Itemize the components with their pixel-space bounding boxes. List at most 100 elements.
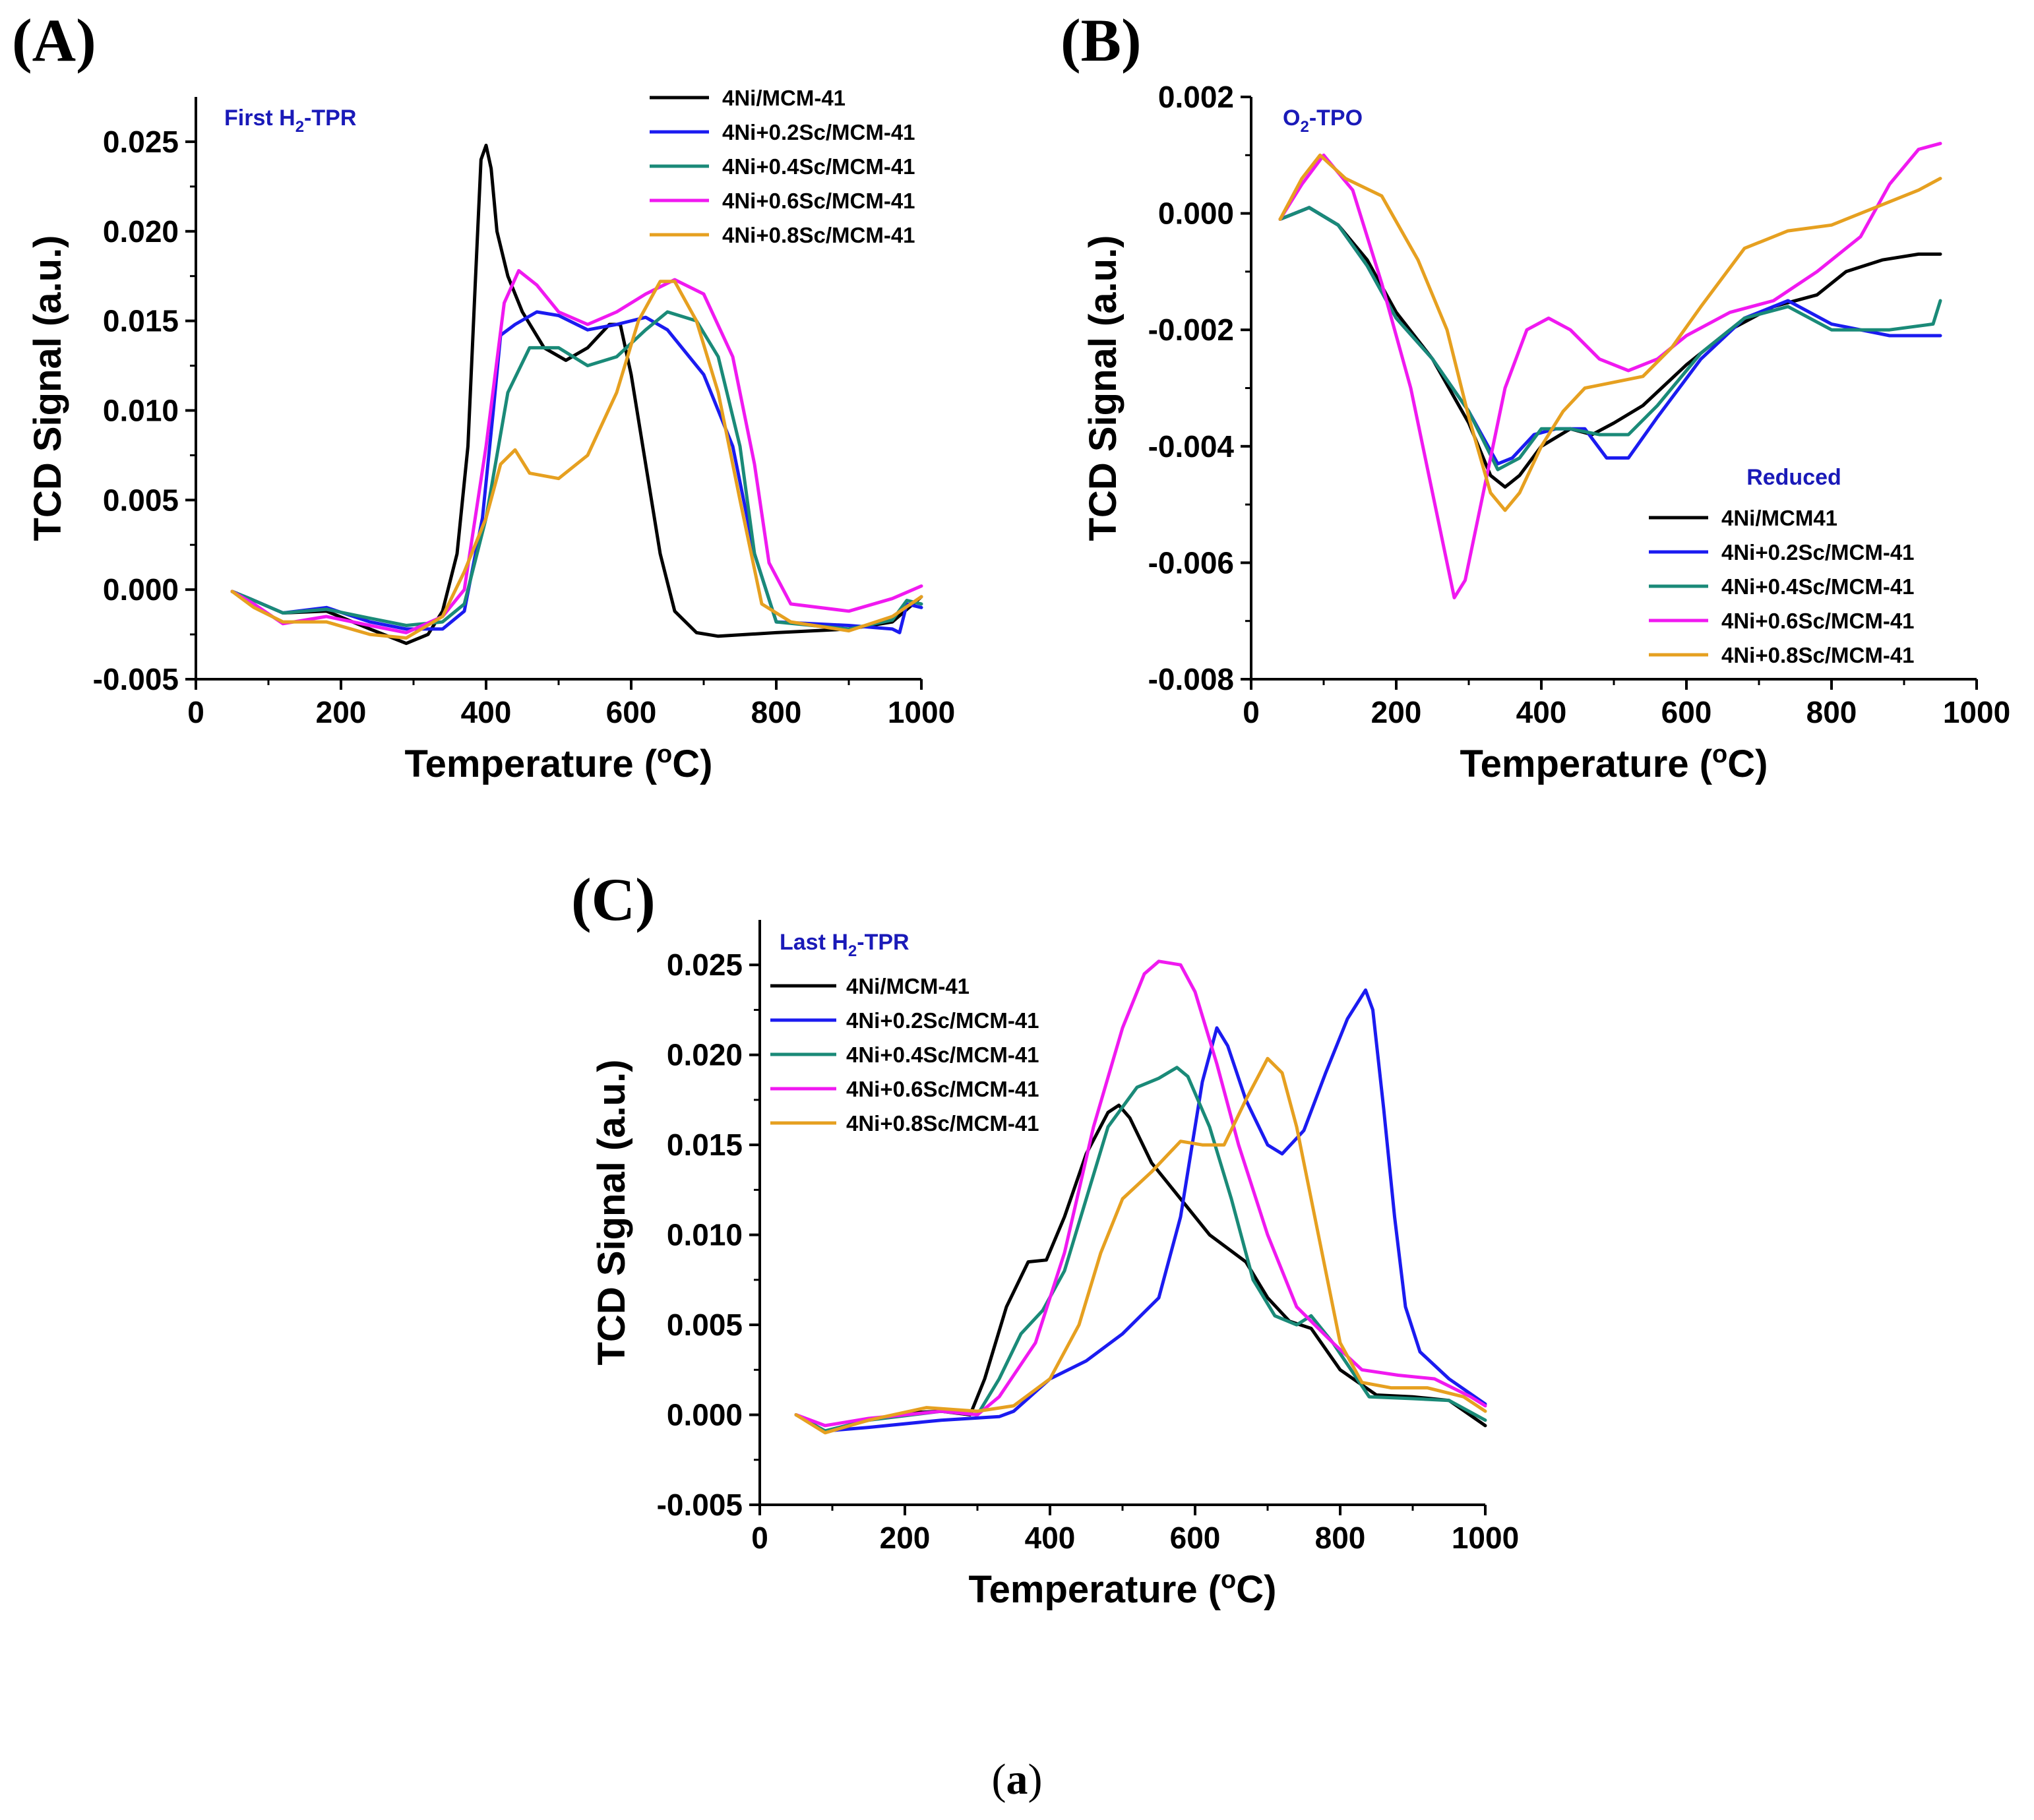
series-line-4ni-0-8sc-mcm-41 [230, 280, 923, 640]
series-group [230, 143, 923, 646]
annotation-text: Last H [780, 930, 848, 955]
x-tick-label: 1000 [1452, 1521, 1519, 1555]
series-line-4ni-0-6sc-mcm-41 [794, 959, 1487, 1428]
x-tick-label: 800 [1806, 695, 1857, 729]
x-axis-title-unit: C) [1236, 1568, 1276, 1611]
y-tick-label: 0.002 [1158, 80, 1234, 114]
legend-label: 4Ni+0.2Sc/MCM-41 [722, 120, 915, 144]
chart-annotation: Last H2-TPR [780, 930, 909, 960]
x-tick-label: 800 [751, 695, 802, 729]
annotation-text-rest: -TPO [1309, 106, 1363, 131]
x-tick-label: 600 [606, 695, 657, 729]
x-axis-title-superscript: o [1221, 1566, 1236, 1594]
panel-a-chart: (A) 0 200 400 600 800 1000 -0.005 0.000 0.005 0.01… [12, 7, 955, 785]
legend-label: 4Ni+0.2Sc/MCM-41 [1721, 540, 1915, 564]
x-tick-label: 400 [1025, 1521, 1076, 1555]
legend-label: 4Ni+0.4Sc/MCM-41 [846, 1043, 1039, 1067]
y-tick-label: 0.025 [103, 125, 179, 159]
legend-label: 4Ni/MCM-41 [846, 974, 970, 998]
x-axis-title-unit: C) [1727, 743, 1768, 785]
y-tick-label: -0.005 [657, 1488, 743, 1522]
series-line-4ni-mcm-41 [230, 143, 923, 646]
panel-c-chart: (C) 0 200 400 600 800 1000 -0.005 0.000 0.005 0.01… [571, 866, 1519, 1611]
x-tick-label: 400 [1516, 695, 1567, 729]
annotation-subscript: 2 [848, 942, 857, 960]
x-tick-label: 800 [1315, 1521, 1366, 1555]
y-tick-label: 0.000 [103, 572, 179, 607]
x-axis-title: Temperature (oC) [405, 741, 713, 785]
y-tick-label: 0.015 [103, 304, 179, 338]
y-tick-label: -0.004 [1148, 429, 1235, 464]
x-tick-label: 0 [187, 695, 204, 729]
x-tick-label: 0 [1243, 695, 1260, 729]
series-group [1278, 142, 1942, 599]
series-group [794, 959, 1487, 1435]
x-tick-label: 0 [751, 1521, 768, 1555]
x-tick-label: 400 [461, 695, 512, 729]
legend-label: 4Ni/MCM-41 [722, 86, 846, 110]
y-tick-label: -0.008 [1148, 662, 1234, 696]
y-tick-label: 0.005 [103, 483, 179, 517]
series-line-4ni-0-6sc-mcm-41 [1278, 142, 1942, 599]
series-line-4ni-0-4sc-mcm-41 [1278, 206, 1942, 471]
series-line-4ni-0-8sc-mcm-41 [1278, 153, 1942, 512]
x-tick-label: 1000 [1943, 695, 2010, 729]
legend-label: 4Ni+0.4Sc/MCM-41 [1721, 574, 1915, 599]
legend-label: 4Ni+0.4Sc/MCM-41 [722, 154, 915, 179]
panel-letter: (B) [1061, 7, 1142, 74]
annotation-text-rest: -TPR [857, 930, 909, 955]
x-axis-title: Temperature (oC) [969, 1566, 1277, 1611]
legend-label: 4Ni+0.6Sc/MCM-41 [722, 189, 915, 213]
panel-letter: (C) [571, 866, 656, 933]
legend-label: 4Ni+0.8Sc/MCM-41 [722, 223, 915, 247]
x-tick-label: 200 [1371, 695, 1422, 729]
x-axis-title-text: Temperature ( [1460, 743, 1713, 785]
x-axis-title-unit: C) [672, 743, 712, 785]
x-tick-label: 200 [316, 695, 367, 729]
y-tick-label: 0.020 [103, 214, 179, 249]
legend-label: 4Ni+0.6Sc/MCM-41 [846, 1077, 1039, 1101]
legend-label: 4Ni+0.2Sc/MCM-41 [846, 1008, 1039, 1033]
y-tick-label: 0.000 [667, 1398, 743, 1432]
y-tick-label: 0.000 [1158, 197, 1234, 231]
x-axis-title: Temperature (oC) [1460, 741, 1768, 785]
legend-title: Reduced [1746, 465, 1841, 490]
y-tick-label: 0.005 [667, 1308, 743, 1342]
chart-annotation: O2-TPO [1283, 106, 1363, 136]
chart-annotation: First H2-TPR [224, 106, 356, 136]
x-axis-title-superscript: o [657, 741, 672, 768]
series-line-4ni-0-2sc-mcm-41 [230, 310, 923, 634]
y-tick-label: -0.002 [1148, 313, 1234, 347]
x-tick-label: 200 [880, 1521, 931, 1555]
figure-caption: (a) [992, 1755, 1043, 1804]
y-tick-label: 0.010 [103, 393, 179, 427]
x-tick-label: 600 [1170, 1521, 1221, 1555]
y-tick-label: 0.010 [667, 1218, 743, 1252]
x-axis-title-superscript: o [1712, 741, 1727, 768]
y-axis-title: TCD Signal (a.u.) [590, 1060, 633, 1366]
y-axis-title: TCD Signal (a.u.) [26, 235, 69, 541]
annotation-text: O [1283, 106, 1300, 131]
x-tick-label: 1000 [888, 695, 955, 729]
y-tick-label: 0.020 [667, 1038, 743, 1072]
y-tick-label: 0.025 [667, 948, 743, 982]
x-axis-title-text: Temperature ( [405, 743, 658, 785]
series-line-4ni-0-6sc-mcm-41 [230, 269, 923, 634]
series-line-4ni-0-8sc-mcm-41 [794, 1056, 1487, 1435]
legend-label: 4Ni+0.8Sc/MCM-41 [1721, 643, 1915, 667]
annotation-subscript: 2 [295, 118, 304, 136]
legend-label: 4Ni+0.8Sc/MCM-41 [846, 1111, 1039, 1136]
annotation-subscript: 2 [1300, 118, 1309, 136]
annotation-text: First H [224, 106, 295, 131]
x-tick-label: 600 [1661, 695, 1712, 729]
legend-label: 4Ni+0.6Sc/MCM-41 [1721, 609, 1915, 633]
legend-label: 4Ni/MCM41 [1721, 506, 1837, 530]
y-tick-label: -0.006 [1148, 545, 1234, 580]
y-axis-title: TCD Signal (a.u.) [1082, 235, 1125, 541]
series-line-4ni-0-2sc-mcm-41 [794, 988, 1487, 1433]
series-line-4ni-0-4sc-mcm-41 [230, 310, 923, 631]
panel-letter: (A) [12, 7, 96, 74]
annotation-text-rest: -TPR [304, 106, 356, 131]
